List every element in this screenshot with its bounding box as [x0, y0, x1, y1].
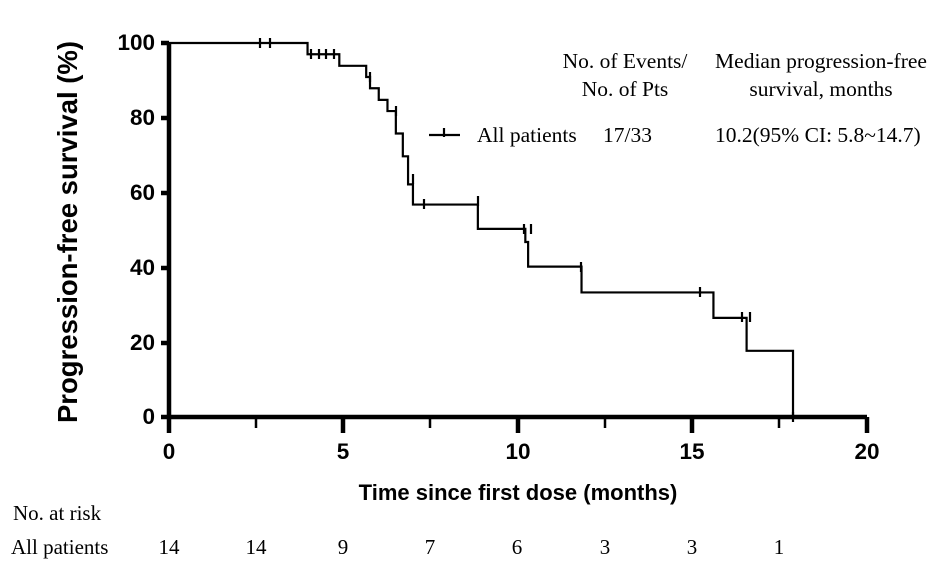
svg-text:Median progression-free: Median progression-free	[715, 49, 927, 73]
svg-text:20: 20	[854, 439, 879, 464]
svg-text:10: 10	[505, 439, 530, 464]
svg-text:0: 0	[163, 439, 176, 464]
svg-text:No. of Pts: No. of Pts	[582, 77, 669, 101]
svg-text:No. at risk: No. at risk	[13, 501, 102, 525]
svg-text:5: 5	[337, 439, 350, 464]
svg-text:9: 9	[338, 535, 349, 559]
svg-text:3: 3	[600, 535, 611, 559]
svg-text:40: 40	[130, 255, 155, 280]
svg-text:7: 7	[425, 535, 436, 559]
svg-text:Progression-free survival (%): Progression-free survival (%)	[52, 41, 83, 423]
svg-text:0: 0	[142, 404, 155, 429]
svg-text:15: 15	[679, 439, 704, 464]
svg-text:3: 3	[687, 535, 698, 559]
svg-text:1: 1	[774, 535, 785, 559]
svg-text:100: 100	[117, 30, 155, 55]
svg-text:17/33: 17/33	[603, 123, 652, 147]
svg-text:Time since first dose (months): Time since first dose (months)	[359, 480, 678, 505]
svg-text:All patients: All patients	[477, 123, 577, 147]
svg-text:No. of Events/: No. of Events/	[563, 49, 688, 73]
svg-text:14: 14	[246, 535, 268, 559]
svg-text:6: 6	[512, 535, 523, 559]
svg-text:14: 14	[159, 535, 181, 559]
svg-text:80: 80	[130, 105, 155, 130]
svg-text:survival, months: survival, months	[749, 77, 892, 101]
svg-text:10.2(95% CI: 5.8~14.7): 10.2(95% CI: 5.8~14.7)	[715, 123, 921, 147]
svg-text:60: 60	[130, 180, 155, 205]
svg-text:20: 20	[130, 330, 155, 355]
svg-text:All patients: All patients	[11, 535, 108, 559]
